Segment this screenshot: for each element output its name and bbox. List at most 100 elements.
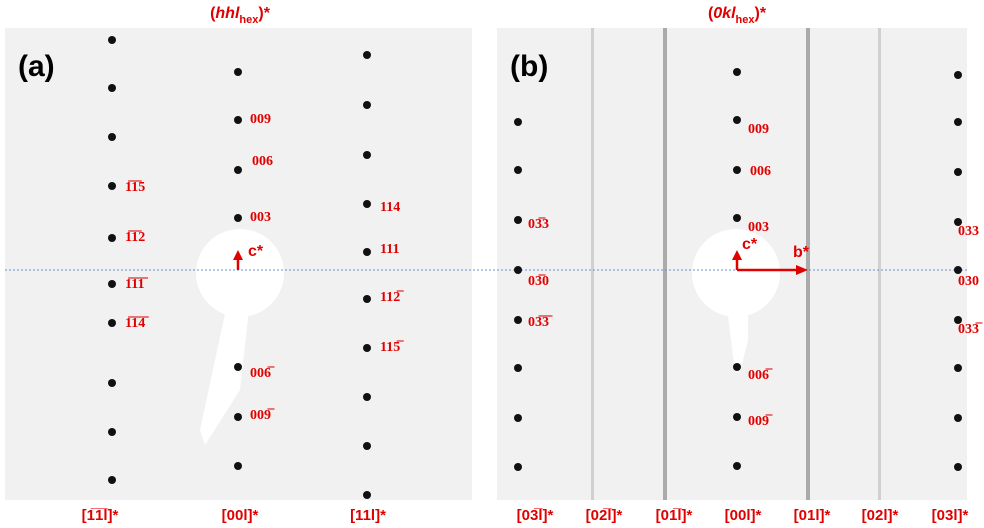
spot bbox=[108, 428, 116, 436]
spot bbox=[514, 166, 522, 174]
spot bbox=[108, 84, 116, 92]
spot bbox=[514, 118, 522, 126]
axis-label: b* bbox=[793, 244, 810, 261]
row-label: [03l]* bbox=[932, 507, 969, 524]
spot-label: 006̅ bbox=[748, 367, 773, 383]
row-label: [03̅l]* bbox=[517, 507, 554, 524]
spot-label: 003 bbox=[250, 210, 271, 225]
spot bbox=[954, 316, 962, 324]
row-label: [01l]* bbox=[794, 507, 831, 524]
spot bbox=[363, 442, 371, 450]
spot bbox=[234, 462, 242, 470]
title-part: hhl bbox=[215, 5, 240, 22]
spot-label: 1̅1̅1̅ bbox=[125, 276, 148, 292]
spot bbox=[363, 200, 371, 208]
spot bbox=[514, 216, 522, 224]
spot bbox=[733, 166, 741, 174]
beam-stop bbox=[196, 229, 780, 445]
spot bbox=[108, 319, 116, 327]
spot-label: 006 bbox=[252, 154, 273, 169]
title-part: )* bbox=[754, 5, 766, 22]
spot-label: 009 bbox=[748, 122, 769, 137]
spot bbox=[954, 218, 962, 226]
spot-label: 03̅3̅ bbox=[528, 314, 553, 330]
spot bbox=[954, 463, 962, 471]
spot bbox=[234, 116, 242, 124]
title-part: )* bbox=[258, 5, 270, 22]
spot bbox=[108, 36, 116, 44]
spot-label: 03̅0 bbox=[528, 273, 549, 289]
spot-label: 1̅1̅2 bbox=[125, 229, 145, 245]
spot bbox=[514, 364, 522, 372]
spot bbox=[733, 462, 741, 470]
panel-title: (hhlhex)* bbox=[210, 5, 271, 26]
spot bbox=[514, 316, 522, 324]
spot bbox=[733, 116, 741, 124]
spot bbox=[108, 133, 116, 141]
spot bbox=[954, 364, 962, 372]
spot-label: 030 bbox=[958, 274, 979, 289]
spot-label: 006 bbox=[750, 164, 771, 179]
row-label: [02̅l]* bbox=[586, 507, 623, 524]
spot-label: 009̅ bbox=[250, 407, 275, 423]
spot-label: 009 bbox=[250, 112, 271, 127]
spot-label: 009̅ bbox=[748, 413, 773, 429]
spot bbox=[363, 101, 371, 109]
spot bbox=[108, 234, 116, 242]
spot bbox=[234, 413, 242, 421]
row-label: [00l]* bbox=[222, 507, 259, 524]
spot bbox=[108, 379, 116, 387]
spot bbox=[733, 363, 741, 371]
row-label: [02l]* bbox=[862, 507, 899, 524]
spot-label: 111 bbox=[380, 242, 399, 257]
title-part: hex bbox=[736, 14, 756, 26]
spot-label: 033̅ bbox=[958, 321, 983, 337]
spot-label: 03̅3 bbox=[528, 216, 549, 232]
spot-label: 033 bbox=[958, 224, 979, 239]
spot bbox=[954, 414, 962, 422]
spot bbox=[954, 71, 962, 79]
spot-label: 114 bbox=[380, 200, 400, 215]
spot bbox=[234, 68, 242, 76]
spot bbox=[234, 166, 242, 174]
row-label: [11l]* bbox=[350, 507, 386, 524]
spot bbox=[733, 413, 741, 421]
row-label: [01̅l]* bbox=[656, 507, 693, 524]
spot bbox=[108, 280, 116, 288]
panel-title: (0klhex)* bbox=[708, 5, 767, 26]
spot-label: 006̅ bbox=[250, 365, 275, 381]
axis-label: c* bbox=[248, 243, 264, 260]
spot bbox=[108, 182, 116, 190]
spot-label: 115̅ bbox=[380, 339, 404, 355]
spot bbox=[733, 68, 741, 76]
spot bbox=[363, 344, 371, 352]
spot bbox=[363, 51, 371, 59]
spot-label: 1̅1̅5 bbox=[125, 179, 145, 195]
title-part: hex bbox=[239, 14, 259, 26]
title-part: ( bbox=[210, 5, 216, 22]
spot-label: 112̅ bbox=[380, 289, 404, 305]
spot bbox=[108, 476, 116, 484]
axis-label: c* bbox=[742, 236, 758, 253]
spot bbox=[514, 414, 522, 422]
spot bbox=[363, 151, 371, 159]
spot bbox=[514, 463, 522, 471]
spot bbox=[363, 491, 371, 499]
spot bbox=[363, 295, 371, 303]
spot bbox=[954, 118, 962, 126]
panel-label: (a) bbox=[18, 50, 55, 83]
row-label: [1̅1̅l]* bbox=[82, 507, 119, 524]
spot bbox=[363, 393, 371, 401]
panel-label: (b) bbox=[510, 50, 548, 83]
spot bbox=[954, 266, 962, 274]
spot bbox=[954, 168, 962, 176]
spot bbox=[733, 214, 741, 222]
spot bbox=[363, 248, 371, 256]
arrows bbox=[233, 250, 808, 275]
title-part: ( bbox=[708, 5, 714, 22]
streaks bbox=[591, 28, 881, 500]
row-label: [00l]* bbox=[725, 507, 762, 524]
spot-label: 003 bbox=[748, 220, 769, 235]
title-part: 0kl bbox=[713, 5, 736, 22]
